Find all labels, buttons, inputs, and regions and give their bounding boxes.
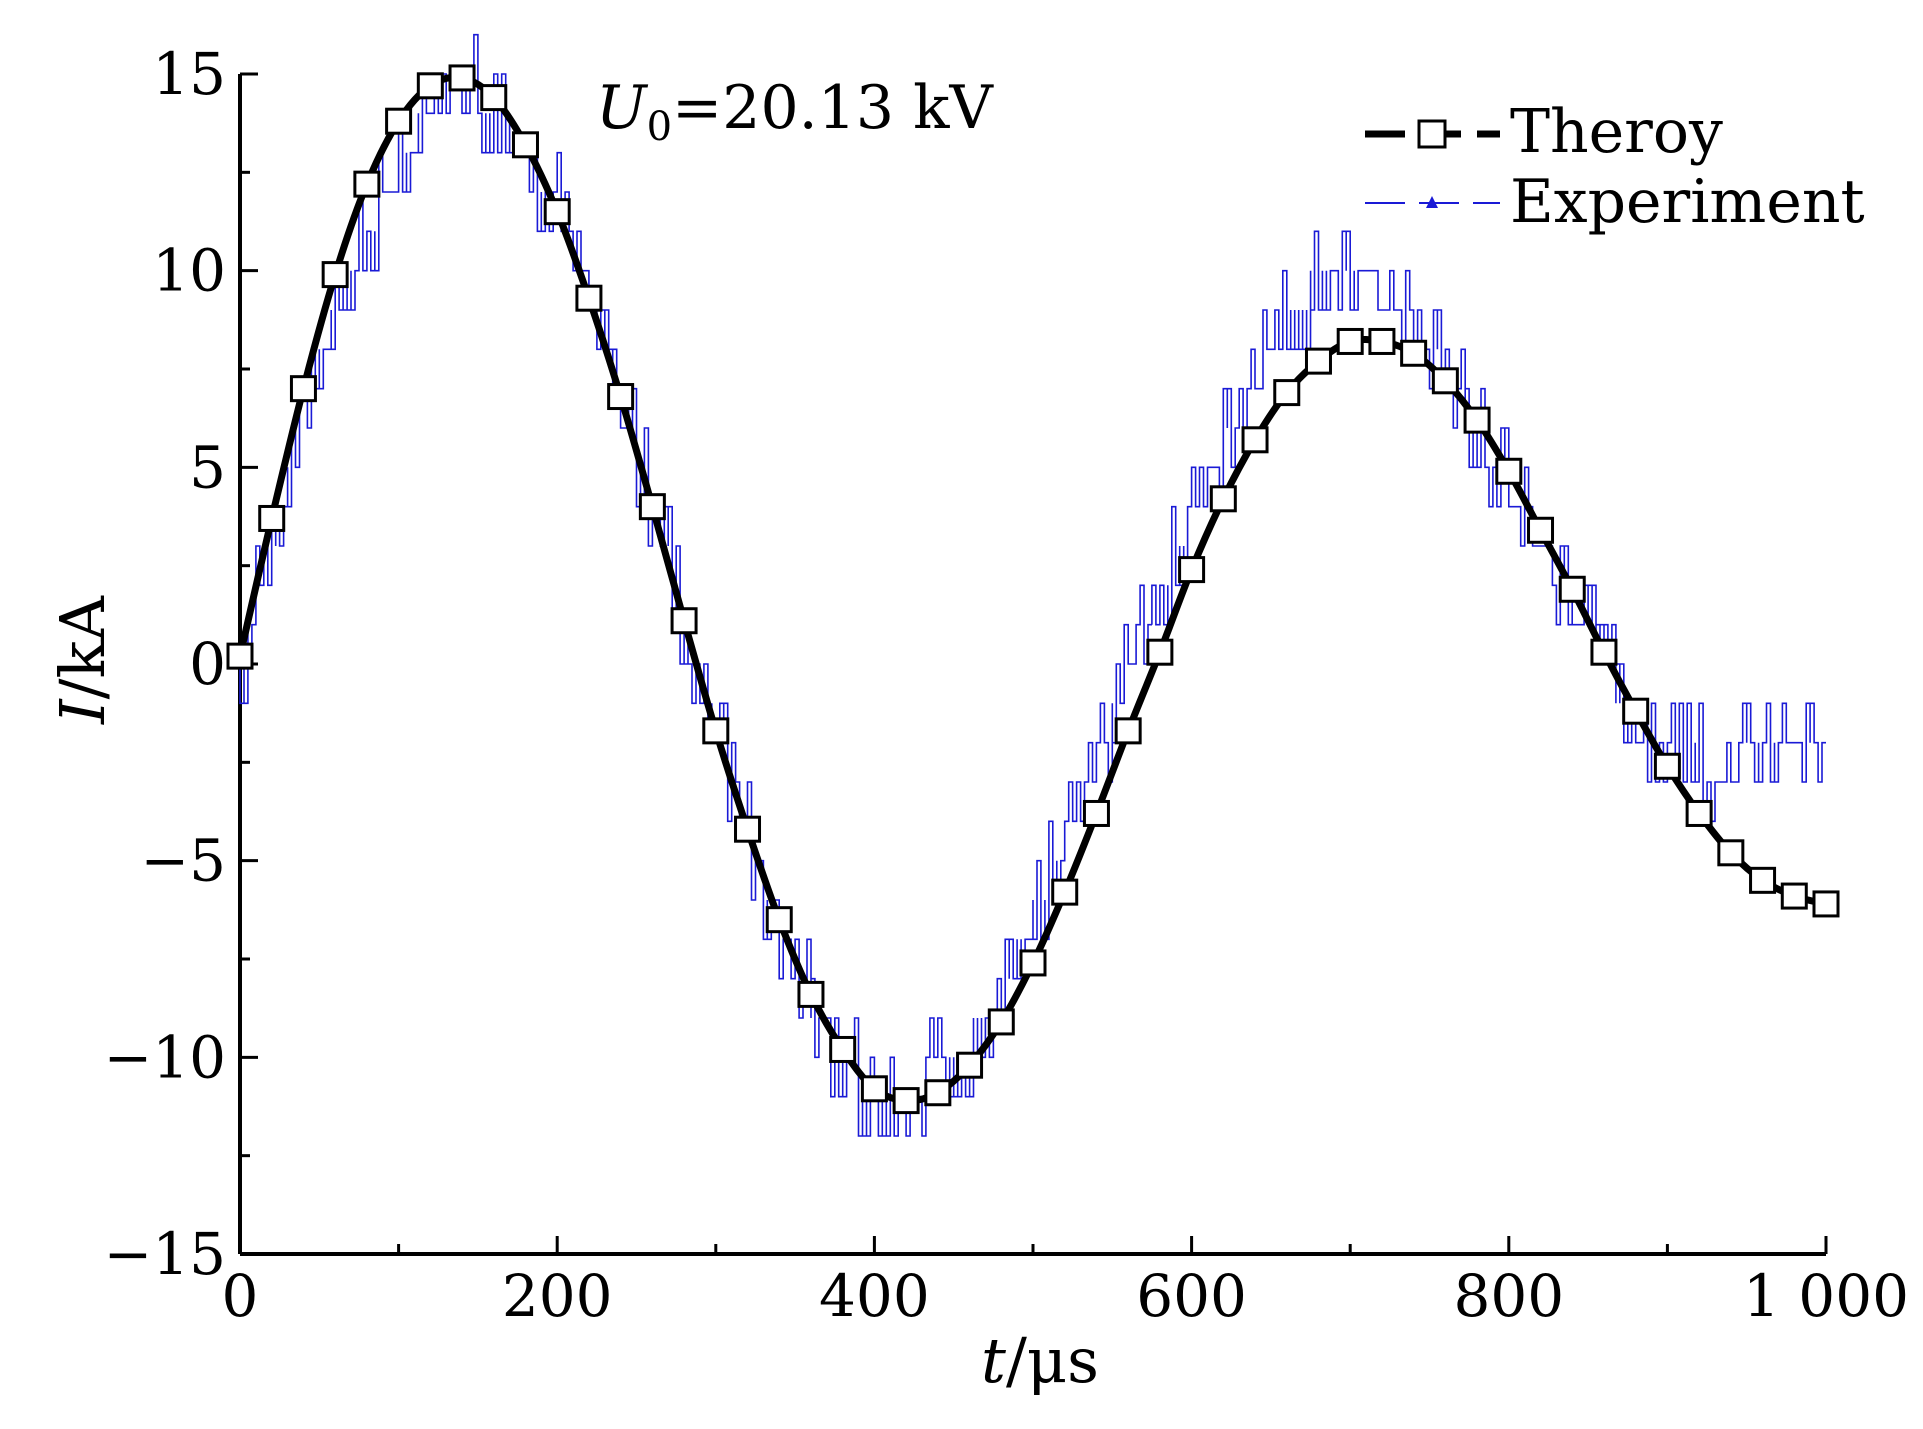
theroy-point — [1558, 575, 1586, 603]
theroy-point — [511, 131, 539, 159]
legend-marker-theroy — [1417, 119, 1447, 149]
annotation-subscript: 0 — [647, 104, 672, 150]
x-axis-unit: /μs — [1006, 1324, 1099, 1397]
x-tick-label: 800 — [1453, 1262, 1564, 1330]
legend-marker-experiment — [1426, 196, 1438, 208]
theroy-point — [1019, 949, 1047, 977]
theroy-point — [860, 1075, 888, 1103]
theroy-point — [1749, 866, 1777, 894]
y-axis-var: I — [46, 698, 119, 725]
theroy-point — [892, 1087, 920, 1115]
theroy-point — [258, 504, 286, 532]
x-tick-label: 1 000 — [1743, 1262, 1909, 1330]
theroy-point — [702, 717, 730, 745]
theroy-point — [1336, 327, 1364, 355]
theroy-point — [353, 170, 381, 198]
series-layer — [226, 33, 1840, 1137]
axis-ticks — [238, 72, 1828, 1256]
theroy-point — [1051, 878, 1079, 906]
theroy-point — [1495, 457, 1523, 485]
x-tick-label: 0 — [222, 1262, 259, 1330]
annotation-symbol: U — [596, 73, 649, 143]
theroy-point — [480, 84, 508, 112]
legend-entry-theroy: Theroy — [1365, 97, 1723, 167]
theroy-point — [1717, 839, 1745, 867]
theroy-point — [226, 642, 254, 670]
theroy-point — [1463, 406, 1491, 434]
theroy-point — [1082, 799, 1110, 827]
theroy-point — [575, 284, 603, 312]
x-tick-label: 200 — [502, 1262, 613, 1330]
tick-labels: 0 200 400 600 800 1 000 −15 −10 −5 0 5 10 15 — [104, 40, 1909, 1330]
theroy-point — [1114, 717, 1142, 745]
theroy-point — [1431, 367, 1459, 395]
theroy-point — [638, 493, 666, 521]
theroy-point — [289, 375, 317, 403]
y-tick-label: −10 — [104, 1023, 226, 1091]
x-axis-var: t — [981, 1324, 1006, 1397]
theroy-point — [1368, 327, 1396, 355]
theroy-point — [416, 72, 444, 100]
theroy-point — [1590, 638, 1618, 666]
theroy-point — [448, 64, 476, 92]
legend-label-theroy: Theroy — [1510, 97, 1723, 167]
legend: Theroy Experiment — [1365, 97, 1865, 237]
voltage-annotation: U0=20.13 kV — [596, 73, 995, 150]
x-axis-title: t/μs — [981, 1324, 1099, 1397]
theroy-point — [670, 607, 698, 635]
theroy-point — [1146, 638, 1174, 666]
theroy-point — [1400, 339, 1428, 367]
series-theroy — [226, 64, 1840, 1115]
theroy-point — [1241, 426, 1269, 454]
theroy-point — [1812, 890, 1840, 918]
y-tick-label: −5 — [141, 827, 227, 895]
theroy-point — [1780, 882, 1808, 910]
theroy-point — [1685, 799, 1713, 827]
theroy-point — [543, 198, 571, 226]
x-tick-label: 400 — [819, 1262, 930, 1330]
y-axis-title: I/kA — [46, 595, 119, 725]
theroy-point — [1527, 516, 1555, 544]
theroy-point — [829, 1035, 857, 1063]
theroy-point — [956, 1051, 984, 1079]
y-axis-unit: /kA — [46, 595, 119, 699]
theroy-point — [385, 107, 413, 135]
annotation-value: =20.13 kV — [672, 73, 994, 143]
y-tick-label: 5 — [189, 433, 226, 501]
y-tick-label: 15 — [152, 40, 226, 108]
theroy-point — [987, 1008, 1015, 1036]
theroy-point — [1209, 485, 1237, 513]
theroy-point — [765, 906, 793, 934]
legend-label-experiment: Experiment — [1510, 167, 1865, 237]
x-tick-label: 600 — [1136, 1262, 1247, 1330]
theroy-point — [1304, 347, 1332, 375]
theroy-point — [924, 1079, 952, 1107]
theroy-point — [797, 980, 825, 1008]
y-tick-label: 0 — [189, 630, 226, 698]
theroy-point — [607, 383, 635, 411]
theroy-point — [1622, 697, 1650, 725]
theroy-point — [321, 261, 349, 289]
legend-entry-experiment: Experiment — [1365, 167, 1865, 237]
theroy-point — [1273, 379, 1301, 407]
axes-frame — [238, 74, 1826, 1256]
y-tick-label: 10 — [152, 237, 226, 305]
y-tick-label: −15 — [104, 1220, 226, 1288]
theroy-point — [734, 815, 762, 843]
theroy-point — [1653, 752, 1681, 780]
theroy-point — [1178, 556, 1206, 584]
